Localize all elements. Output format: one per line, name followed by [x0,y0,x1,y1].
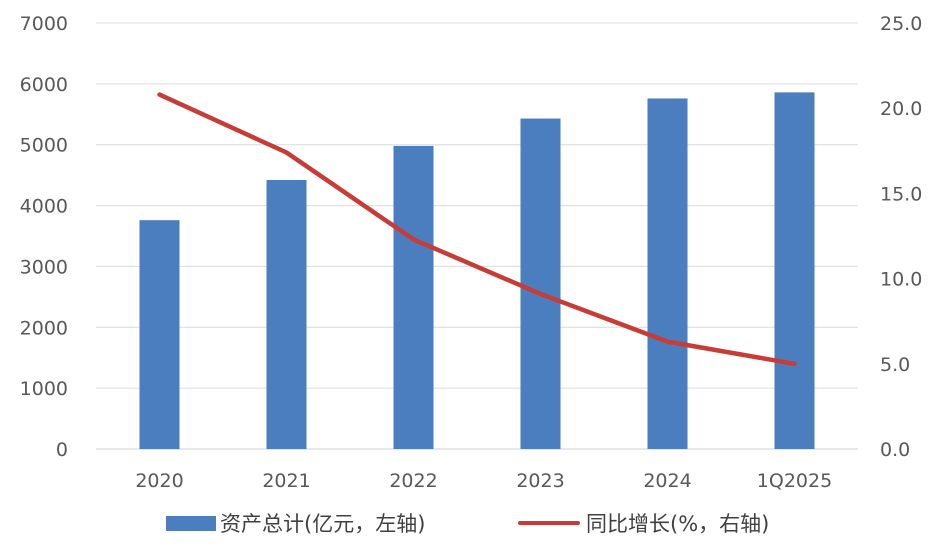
left-tick-label: 0 [56,439,68,461]
line-series [157,92,797,367]
left-tick-label: 3000 [20,256,68,278]
legend-line-swatch [518,521,580,525]
left-tick-label: 2000 [20,317,68,339]
x-tick-label: 2023 [516,470,564,492]
bar [139,220,180,449]
growth-line [157,92,797,367]
left-tick-label: 4000 [20,196,68,218]
x-axis-ticks: 2020 2021 2022 2023 2024 1Q2025 [135,470,832,492]
x-tick-label: 2024 [643,470,691,492]
right-tick-label: 5.0 [880,354,910,376]
bar [774,92,815,450]
x-tick-label: 2021 [262,470,310,492]
right-tick-label: 20.0 [880,98,922,120]
x-tick-label: 1Q2025 [757,470,832,492]
bar-series [139,92,815,450]
bar [520,118,561,449]
legend-label-assets: 资产总计(亿元，左轴) [220,512,426,536]
gridlines [96,22,858,450]
left-axis-ticks: 0 1000 2000 3000 4000 5000 6000 7000 [20,13,68,461]
x-tick-label: 2020 [135,470,183,492]
bar [647,98,688,449]
x-tick-label: 2022 [389,470,437,492]
legend-item-growth: 同比增长(%，右轴) [518,508,769,538]
right-axis-ticks: 0.0 5.0 10.0 15.0 20.0 25.0 [880,13,922,461]
left-tick-label: 7000 [20,13,68,35]
left-tick-label: 1000 [20,378,68,400]
legend-item-assets: 资产总计(亿元，左轴) [166,508,425,538]
bar [266,180,307,450]
right-tick-label: 10.0 [880,269,922,291]
bar [393,145,434,449]
right-tick-label: 15.0 [880,183,922,205]
legend: 资产总计(亿元，左轴) 同比增长(%，右轴) [0,508,940,548]
right-tick-label: 0.0 [880,439,910,461]
right-tick-label: 25.0 [880,13,922,35]
legend-label-growth: 同比增长(%，右轴) [586,512,770,536]
left-tick-label: 6000 [20,74,68,96]
legend-bar-swatch [166,515,216,531]
left-tick-label: 5000 [20,135,68,157]
